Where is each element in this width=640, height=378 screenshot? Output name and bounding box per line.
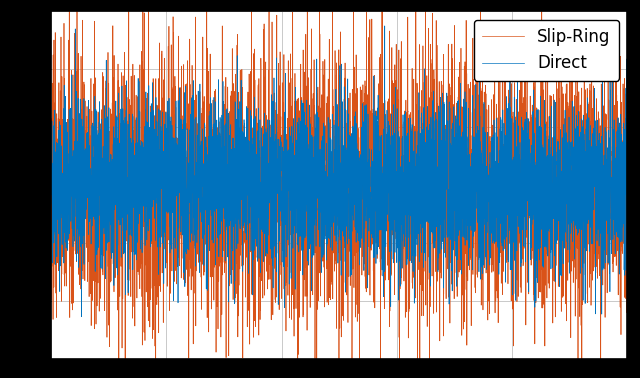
Direct bbox=[77, 314, 85, 319]
Line: Direct: Direct bbox=[51, 26, 627, 317]
Slip-Ring bbox=[268, 98, 275, 102]
Slip-Ring bbox=[477, 191, 485, 196]
Slip-Ring bbox=[623, 142, 631, 146]
Direct bbox=[477, 265, 485, 270]
Slip-Ring bbox=[422, 303, 429, 307]
Legend: Slip-Ring, Direct: Slip-Ring, Direct bbox=[474, 20, 619, 81]
Direct bbox=[381, 24, 388, 28]
Direct bbox=[422, 140, 430, 144]
Direct bbox=[152, 95, 160, 100]
Slip-Ring bbox=[152, 76, 159, 81]
Slip-Ring bbox=[521, 149, 529, 153]
Slip-Ring bbox=[393, 51, 401, 55]
Direct bbox=[521, 120, 529, 124]
Direct bbox=[393, 260, 401, 265]
Line: Slip-Ring: Slip-Ring bbox=[51, 0, 627, 378]
Direct bbox=[623, 217, 631, 222]
Slip-Ring bbox=[47, 210, 55, 214]
Direct bbox=[47, 163, 55, 167]
Direct bbox=[268, 93, 275, 97]
